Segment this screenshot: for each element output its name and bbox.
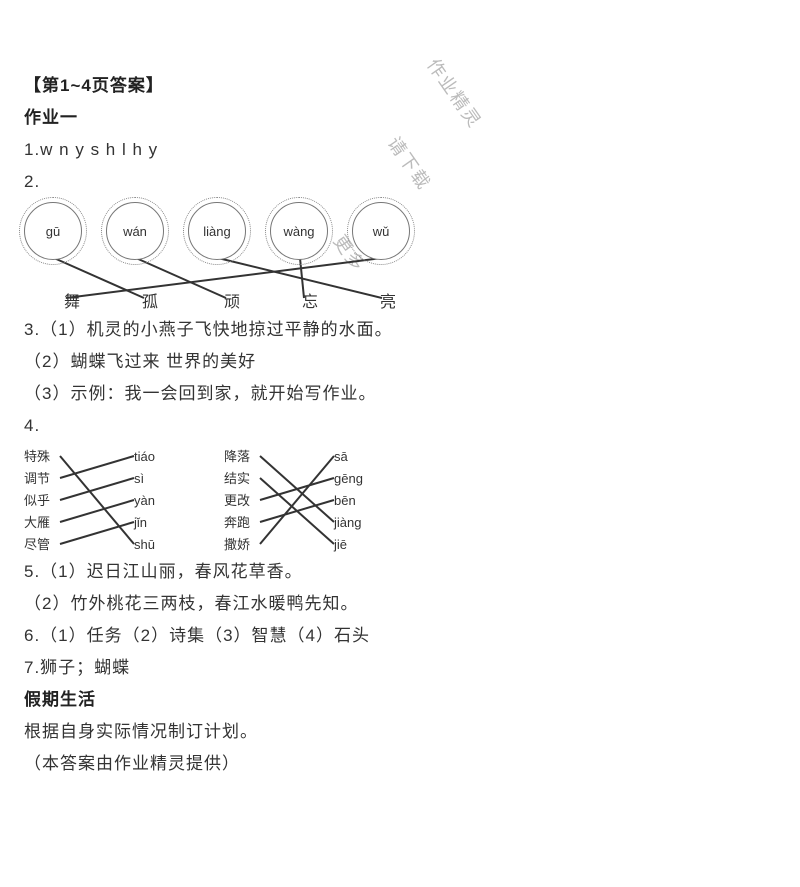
flower-char: 忘 [302, 288, 318, 312]
match-line [60, 522, 134, 544]
flower-pinyin: wàng [270, 202, 328, 260]
flower-node: wán [106, 202, 166, 260]
holiday-life-text: 根据自身实际情况制订计划。 [24, 716, 776, 748]
flower-pinyin: wán [106, 202, 164, 260]
match-line [60, 456, 134, 478]
answer-q3-2: （2）蝴蝶飞过来 世界的美好 [24, 346, 776, 378]
answer-q4-label: 4. [24, 410, 776, 442]
answer-q2-label: 2. [24, 166, 776, 198]
page-header: 【第1~4页答案】 [24, 70, 776, 102]
answer-q5-2: （2）竹外桃花三两枝，春江水暖鸭先知。 [24, 588, 776, 620]
flower-node: gū [24, 202, 84, 260]
page: 作业精灵 请下载 更多 【第1~4页答案】 作业一 1.w n y s h l … [0, 0, 800, 887]
answer-q1: 1.w n y s h l h y [24, 134, 776, 166]
answer-q7: 7.狮子；蝴蝶 [24, 652, 776, 684]
answer-q3-1: 3.（1）机灵的小燕子飞快地掠过平静的水面。 [24, 314, 776, 346]
match-lines-svg [24, 446, 174, 556]
match-line [60, 478, 134, 500]
flower-node: wàng [270, 202, 330, 260]
flower-pinyin: liàng [188, 202, 246, 260]
pinyin-matching-diagram: 特殊调节似乎大雁尽管tiáosìyànjǐnshū降落结实更改奔跑撒娇sāgēn… [24, 446, 404, 556]
flower-char: 顽 [224, 288, 240, 312]
flower-char: 孤 [142, 288, 158, 312]
match-line [60, 456, 134, 544]
flower-pinyin: gū [24, 202, 82, 260]
flower-char: 亮 [380, 288, 396, 312]
match-line [260, 456, 334, 544]
answer-credit: （本答案由作业精灵提供） [24, 748, 776, 780]
section-title: 作业一 [24, 102, 776, 134]
flower-node: liàng [188, 202, 248, 260]
answer-q6: 6.（1）任务（2）诗集（3）智慧（4）石头 [24, 620, 776, 652]
flower-pinyin: wǔ [352, 202, 410, 260]
answer-q5-1: 5.（1）迟日江山丽，春风花草香。 [24, 556, 776, 588]
match-line [60, 500, 134, 522]
flower-node: wǔ [352, 202, 412, 260]
flower-char: 舞 [64, 288, 80, 312]
flower-matching-diagram: gūwán liàng wàngwǔ 舞 孤 顽 忘 亮 [24, 202, 454, 312]
match-lines-svg [224, 446, 374, 556]
answer-q3-3: （3）示例：我一会回到家，就开始写作业。 [24, 378, 776, 410]
holiday-life-title: 假期生活 [24, 684, 776, 716]
